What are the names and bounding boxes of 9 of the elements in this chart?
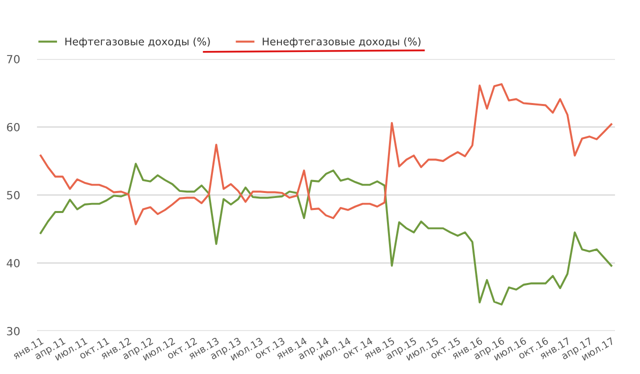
y-tick-label: 50 (7, 190, 20, 200)
y-tick-label: 70 (7, 54, 20, 64)
y-tick-label: 60 (6, 122, 20, 132)
legend-label: Ненефтегазовые доходы (%) (262, 37, 420, 48)
y-tick-label: 30 (7, 326, 20, 336)
y-tick-label: 40 (6, 258, 20, 268)
line-series (40, 83, 612, 226)
line-series (40, 162, 612, 306)
legend-label: Нефтегазовые доходы (%) (65, 37, 210, 48)
